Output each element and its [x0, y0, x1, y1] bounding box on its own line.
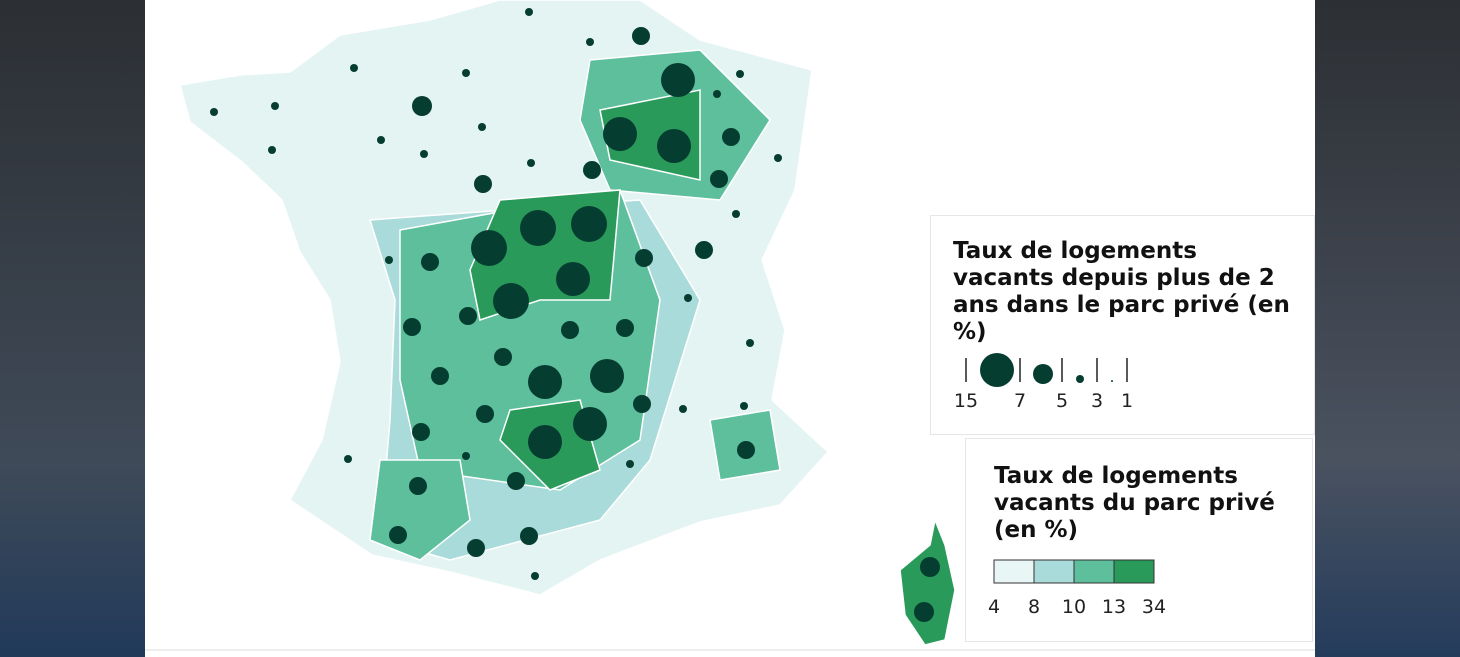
legend-circles-key — [965, 353, 1128, 387]
legend-label: 4 — [987, 596, 1001, 618]
panel: Taux de logements vacants depuis plus de… — [145, 0, 1315, 657]
background-right — [1315, 0, 1460, 657]
legend-circles: Taux de logements vacants depuis plus de… — [930, 215, 1315, 435]
corsica — [899, 517, 956, 646]
legend-label: 15 — [953, 390, 979, 412]
dots — [210, 8, 940, 622]
legend-label: 10 — [1061, 596, 1087, 618]
legend-label: 7 — [1013, 390, 1027, 412]
legend-label: 3 — [1090, 390, 1104, 412]
color-scale — [993, 559, 1155, 584]
legend-colors: Taux de logements vacants du parc privé … — [965, 438, 1313, 642]
legend-label: 34 — [1141, 596, 1167, 618]
legend-title: Taux de logements vacants du parc privé … — [994, 463, 1275, 543]
map — [145, 0, 1315, 651]
legend-label: 13 — [1101, 596, 1127, 618]
legend-label: 8 — [1027, 596, 1041, 618]
legend-label: 1 — [1120, 390, 1134, 412]
background-left — [0, 0, 145, 657]
legend-label: 5 — [1055, 390, 1069, 412]
legend-title: Taux de logements vacants depuis plus de… — [953, 238, 1290, 345]
